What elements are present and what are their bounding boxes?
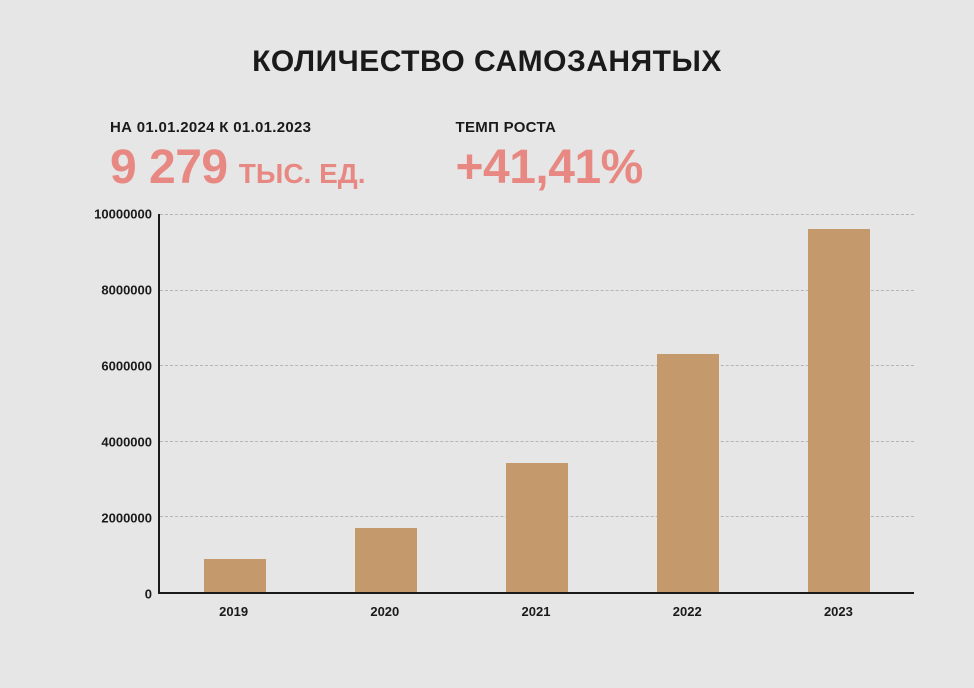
bar	[657, 354, 719, 592]
stat-label-count: НА 01.01.2024 К 01.01.2023	[110, 119, 366, 136]
x-tick-label: 2022	[612, 604, 763, 619]
y-tick-label: 10000000	[94, 207, 152, 222]
bar-slot	[612, 214, 763, 592]
bar-slot	[311, 214, 462, 592]
bar-slot	[763, 214, 914, 592]
bar	[204, 559, 266, 592]
y-tick-label: 8000000	[101, 283, 152, 298]
chart-bars	[160, 214, 914, 592]
stat-big-number: 9 279	[110, 141, 228, 194]
stats-row: НА 01.01.2024 К 01.01.2023 9 279 ТЫС. ЕД…	[50, 119, 924, 192]
x-tick-label: 2020	[309, 604, 460, 619]
stat-block-growth: ТЕМП РОСТА +41,41%	[456, 119, 643, 192]
x-tick-label: 2021	[460, 604, 611, 619]
y-axis-labels: 0200000040000006000000800000010000000	[80, 214, 152, 594]
bar	[808, 229, 870, 592]
y-tick-label: 6000000	[101, 359, 152, 374]
x-axis-labels: 20192020202120222023	[158, 594, 914, 619]
chart-plot	[158, 214, 914, 594]
stat-value-count: 9 279 ТЫС. ЕД.	[110, 144, 366, 192]
stat-value-growth: +41,41%	[456, 144, 643, 192]
stat-label-growth: ТЕМП РОСТА	[456, 119, 643, 136]
bar	[506, 463, 568, 592]
x-tick-label: 2019	[158, 604, 309, 619]
page-title: КОЛИЧЕСТВО САМОЗАНЯТЫХ	[50, 45, 924, 79]
stat-growth-number: +41,41%	[456, 141, 643, 194]
x-tick-label: 2023	[763, 604, 914, 619]
stat-unit: ТЫС. ЕД.	[239, 158, 366, 189]
bar-chart: 0200000040000006000000800000010000000 20…	[86, 214, 914, 619]
y-tick-label: 2000000	[101, 511, 152, 526]
y-tick-label: 0	[145, 587, 152, 602]
bar-slot	[462, 214, 613, 592]
y-tick-label: 4000000	[101, 435, 152, 450]
stat-block-count: НА 01.01.2024 К 01.01.2023 9 279 ТЫС. ЕД…	[110, 119, 366, 192]
bar-slot	[160, 214, 311, 592]
bar	[355, 528, 417, 592]
